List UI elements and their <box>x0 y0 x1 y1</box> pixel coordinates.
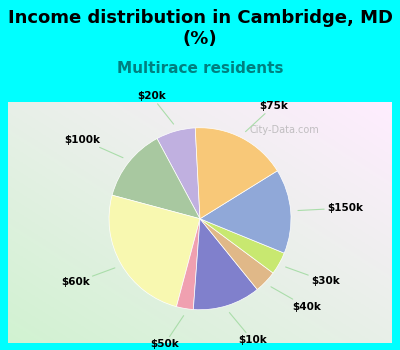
Wedge shape <box>109 195 200 307</box>
Wedge shape <box>193 219 257 310</box>
Text: City-Data.com: City-Data.com <box>250 126 319 135</box>
Text: $40k: $40k <box>271 287 321 312</box>
Wedge shape <box>200 219 273 289</box>
Text: Multirace residents: Multirace residents <box>117 61 283 76</box>
Wedge shape <box>112 139 200 219</box>
Text: $20k: $20k <box>137 91 174 124</box>
Text: $50k: $50k <box>150 316 184 349</box>
Text: $100k: $100k <box>64 135 123 158</box>
Text: Income distribution in Cambridge, MD
(%): Income distribution in Cambridge, MD (%) <box>8 9 392 48</box>
Text: $150k: $150k <box>298 203 363 213</box>
Wedge shape <box>200 171 291 253</box>
Text: $10k: $10k <box>229 313 267 345</box>
Text: $60k: $60k <box>61 268 115 287</box>
Wedge shape <box>157 128 200 219</box>
Text: $75k: $75k <box>246 101 288 132</box>
Wedge shape <box>195 128 277 219</box>
Wedge shape <box>176 219 200 309</box>
Text: $30k: $30k <box>286 267 340 286</box>
Wedge shape <box>200 219 284 273</box>
